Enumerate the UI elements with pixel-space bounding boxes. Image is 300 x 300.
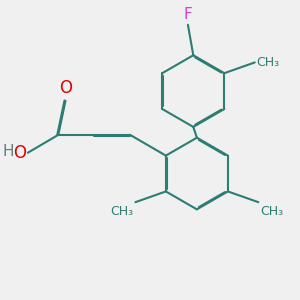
Text: CH₃: CH₃: [256, 56, 280, 69]
Text: H: H: [3, 144, 14, 159]
Text: CH₃: CH₃: [110, 205, 134, 218]
Text: O: O: [59, 79, 72, 97]
Text: CH₃: CH₃: [260, 205, 283, 218]
Text: F: F: [184, 7, 192, 22]
Text: O: O: [13, 144, 26, 162]
